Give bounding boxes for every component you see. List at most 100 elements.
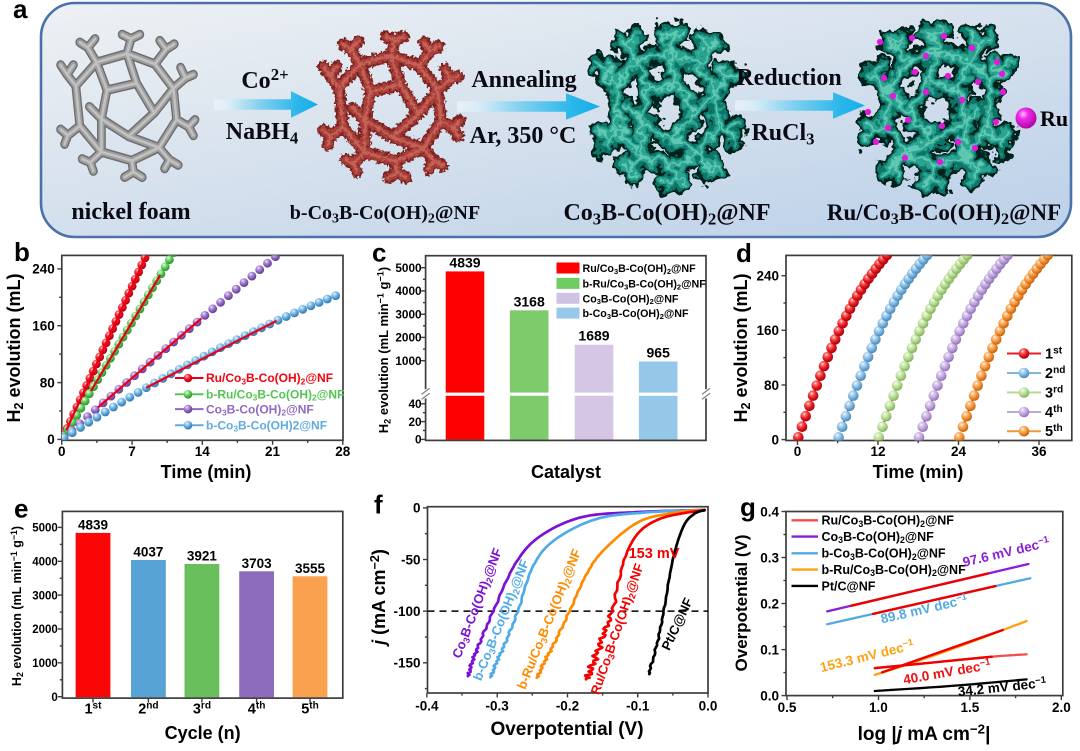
svg-text:1000: 1000	[395, 354, 422, 368]
svg-text:0.4: 0.4	[760, 504, 779, 519]
svg-text:Pt/C@NF: Pt/C@NF	[658, 595, 695, 652]
svg-text:3rd​: 3rd​	[193, 701, 211, 718]
svg-text:Co3​B-Co(OH)2​@NF: Co3​B-Co(OH)2​@NF	[206, 402, 314, 417]
svg-text:Time (min): Time (min)	[161, 462, 252, 482]
svg-text:1689: 1689	[578, 328, 609, 344]
svg-text:0: 0	[413, 501, 421, 516]
svg-text:b: b	[14, 237, 30, 267]
svg-text:3168: 3168	[514, 293, 545, 309]
svg-text:240: 240	[756, 268, 779, 283]
svg-text:0.3: 0.3	[760, 550, 779, 565]
svg-text:Ar, 350 °C: Ar, 350 °C	[470, 123, 577, 149]
svg-text:3rd​: 3rd​	[1045, 384, 1063, 401]
svg-text:80: 80	[764, 378, 779, 393]
svg-text:1.0: 1.0	[869, 700, 888, 715]
svg-text:-0.1: -0.1	[626, 699, 650, 714]
svg-text:0.5: 0.5	[778, 700, 797, 715]
svg-text:28: 28	[335, 444, 351, 459]
svg-text:Ru: Ru	[1040, 106, 1068, 131]
svg-text:5th​: 5th​	[301, 701, 319, 718]
svg-text:3555: 3555	[295, 561, 326, 576]
svg-text:4000: 4000	[32, 556, 58, 568]
svg-text:H2​ evolution (mL): H2​ evolution (mL)	[4, 273, 26, 422]
svg-text:80: 80	[40, 375, 55, 390]
svg-text:Time (min): Time (min)	[873, 462, 964, 482]
svg-text:4th​: 4th​	[1045, 404, 1063, 421]
svg-text:0.0: 0.0	[699, 699, 718, 714]
svg-text:Co3​B-Co(OH)2​@NF: Co3​B-Co(OH)2​@NF	[822, 530, 935, 545]
svg-text:0.2: 0.2	[760, 596, 779, 611]
svg-text:Ru/Co3​B-Co(OH)2​@NF: Ru/Co3​B-Co(OH)2​@NF	[827, 200, 1061, 228]
svg-text:e: e	[14, 494, 28, 524]
svg-text:Ru/Co3​B-Co(OH)2​@NF: Ru/Co3​B-Co(OH)2​@NF	[583, 263, 697, 276]
svg-text:2.0: 2.0	[1052, 700, 1071, 715]
svg-text:3000: 3000	[395, 307, 422, 321]
svg-text:97.6 mV dec−1​: 97.6 mV dec−1​	[961, 533, 1051, 570]
svg-text:1.5: 1.5	[961, 700, 980, 715]
svg-text:Cycle (n): Cycle (n)	[165, 723, 241, 743]
svg-text:RuCl3​: RuCl3​	[751, 120, 814, 148]
svg-text:f: f	[374, 490, 383, 520]
svg-text:0: 0	[415, 433, 422, 447]
svg-text:4th​: 4th​	[248, 701, 266, 718]
svg-text:24: 24	[951, 444, 967, 459]
svg-text:4839: 4839	[78, 517, 108, 532]
svg-text:Ru/Co3​B-Co(OH)2​@NF: Ru/Co3​B-Co(OH)2​@NF	[206, 371, 333, 386]
svg-text:Co3​B-Co(OH)2​@NF: Co3​B-Co(OH)2​@NF	[583, 293, 679, 306]
svg-text:b-Co3​B-Co(OH)2​@NF: b-Co3​B-Co(OH)2​@NF	[822, 547, 946, 562]
svg-text:-0.3: -0.3	[486, 699, 510, 714]
svg-text:b-Co3​B-Co(OH)2​@NF: b-Co3​B-Co(OH)2​@NF	[290, 202, 480, 227]
svg-text:0: 0	[771, 432, 779, 447]
svg-text:2nd​: 2nd​	[138, 701, 158, 718]
svg-text:b-Ru/Co3​B-Co(OH)2​@NF: b-Ru/Co3​B-Co(OH)2​@NF	[206, 388, 344, 403]
svg-text:153 mV: 153 mV	[629, 546, 680, 562]
svg-text:36: 36	[1031, 444, 1047, 459]
svg-text:1000: 1000	[32, 658, 58, 670]
svg-text:0: 0	[47, 432, 55, 447]
svg-text:H2​ evolution (mL min−1​ g−1​): H2​ evolution (mL min−1​ g−1​)	[376, 267, 393, 433]
svg-text:c: c	[372, 238, 386, 268]
svg-text:Overpotential (V): Overpotential (V)	[490, 719, 643, 740]
svg-text:20: 20	[408, 415, 422, 429]
svg-text:-100: -100	[393, 604, 420, 619]
svg-text:21: 21	[265, 444, 281, 459]
svg-text:nickel foam: nickel foam	[71, 199, 190, 225]
svg-text:a: a	[13, 0, 28, 24]
svg-text:3921: 3921	[187, 548, 218, 563]
svg-text:160: 160	[756, 323, 779, 338]
svg-text:2000: 2000	[32, 624, 58, 636]
svg-text:Co2+​: Co2+​	[241, 65, 288, 94]
svg-text:3000: 3000	[32, 590, 58, 602]
svg-text:log |j mA cm−2​|: log |j mA cm−2​|	[858, 722, 991, 746]
svg-text:3703: 3703	[242, 556, 273, 571]
svg-text:b-Ru/Co3​B-Co(OH)2​@NF: b-Ru/Co3​B-Co(OH)2​@NF	[583, 278, 707, 291]
svg-text:Reduction: Reduction	[736, 65, 841, 91]
svg-text:b-Co3​B-Co(OH)2​@NF: b-Co3​B-Co(OH)2​@NF	[583, 308, 690, 321]
svg-text:Co3​B-Co(OH)2​@NF: Co3​B-Co(OH)2​@NF	[563, 200, 770, 228]
svg-text:40: 40	[408, 397, 422, 411]
svg-text:240: 240	[32, 262, 55, 277]
svg-text:0: 0	[58, 444, 66, 459]
svg-text:160: 160	[32, 319, 55, 334]
svg-text:2nd​: 2nd​	[1045, 365, 1065, 382]
svg-text:2000: 2000	[395, 331, 422, 345]
svg-text:-150: -150	[393, 656, 420, 671]
svg-text:Annealing: Annealing	[471, 67, 576, 93]
svg-text:b-Ru/Co3​B-Co(OH)2​@NF: b-Ru/Co3​B-Co(OH)2​@NF	[822, 563, 967, 578]
svg-text:g: g	[740, 492, 756, 522]
svg-text:1st​: 1st​	[1045, 345, 1063, 362]
svg-text:0: 0	[51, 692, 57, 704]
svg-text:d: d	[736, 238, 752, 268]
svg-text:-0.4: -0.4	[415, 699, 439, 714]
svg-text:7: 7	[128, 444, 136, 459]
svg-text:153.3 mV dec−1​: 153.3 mV dec−1​	[818, 636, 915, 675]
svg-text:NaBH4​: NaBH4​	[226, 119, 299, 147]
svg-text:965: 965	[647, 345, 671, 361]
svg-text:4839: 4839	[449, 254, 480, 270]
svg-text:12: 12	[870, 444, 885, 459]
svg-text:H2​ evolution (mL min−1​ g−1​): H2​ evolution (mL min−1​ g−1​)	[9, 526, 25, 686]
svg-text:5000: 5000	[395, 261, 422, 275]
svg-text:14: 14	[195, 444, 211, 459]
svg-text:b-Co3​B-Co(OH)2@NF: b-Co3​B-Co(OH)2@NF	[206, 418, 327, 433]
svg-text:0.1: 0.1	[760, 642, 779, 657]
